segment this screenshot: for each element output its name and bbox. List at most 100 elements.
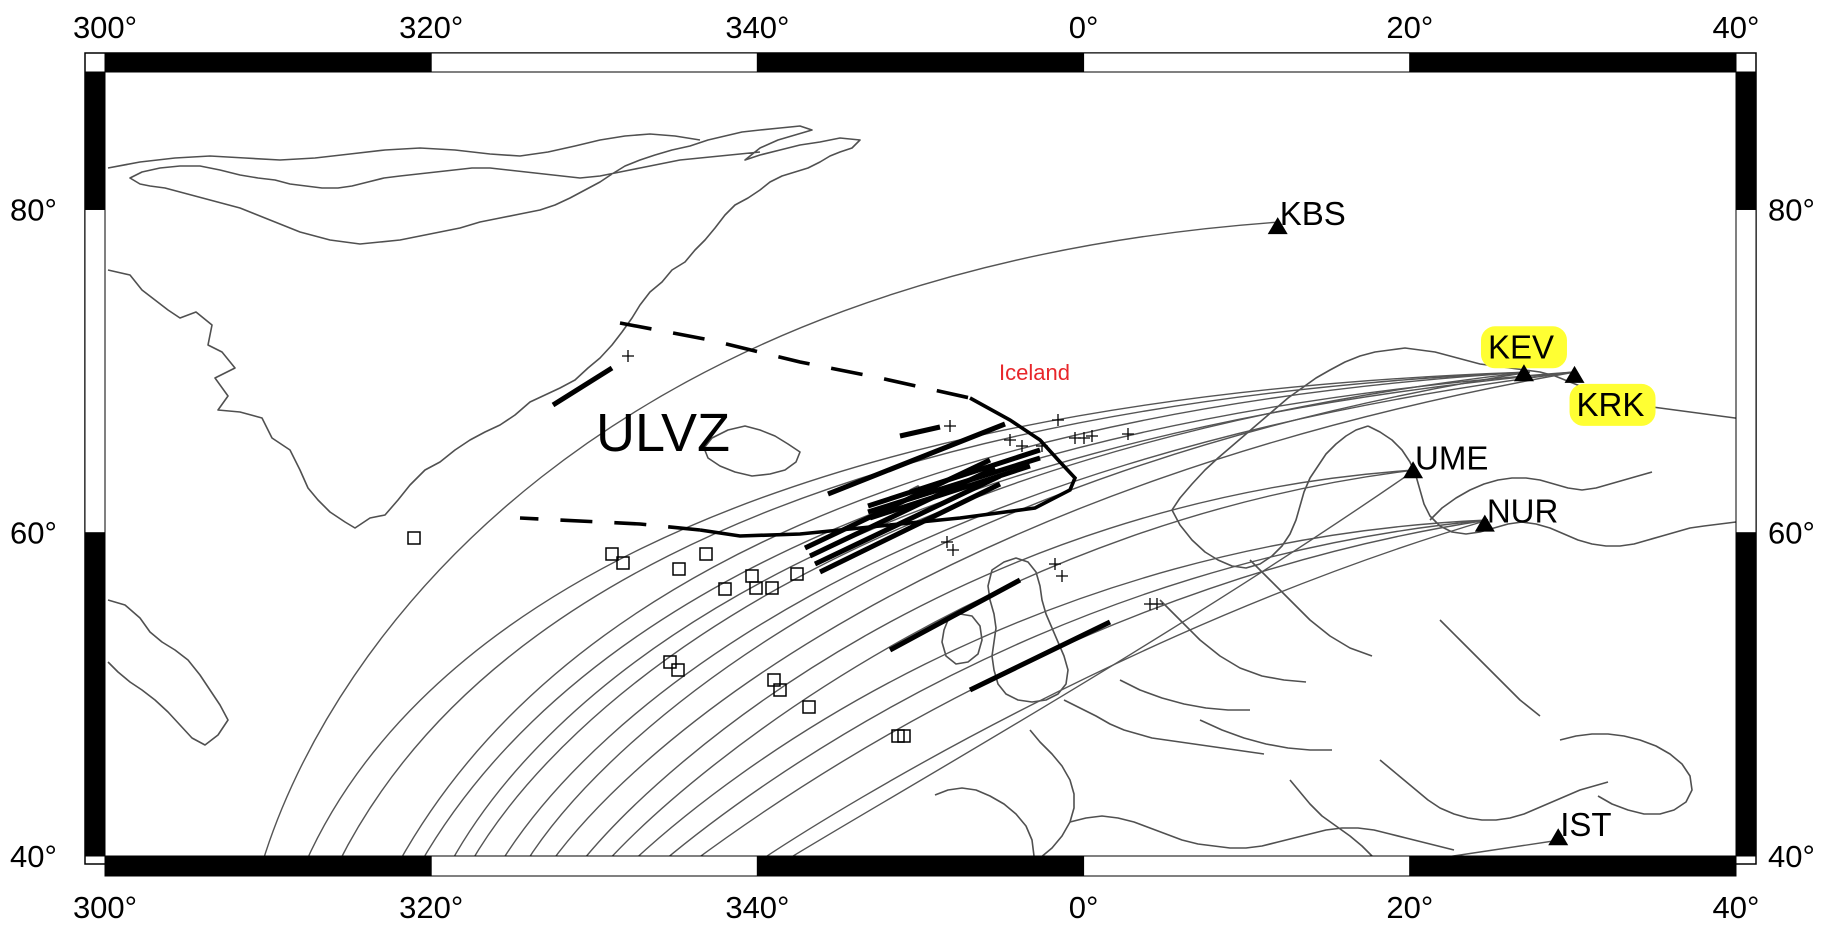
pierce-point-marker xyxy=(1052,414,1064,426)
pierce-points xyxy=(622,350,1163,610)
frame-bar-segment xyxy=(1083,855,1411,877)
britain-coast xyxy=(987,557,1069,703)
frame-bar-segment xyxy=(1735,71,1757,210)
frame-bar-segment xyxy=(104,855,432,877)
sampling-segment xyxy=(803,457,992,551)
station-label: NUR xyxy=(1487,493,1559,530)
left-latitude-tick-label: 80° xyxy=(10,192,57,227)
ray-path xyxy=(659,519,1489,865)
pierce-point-marker xyxy=(1078,432,1090,444)
station-label: KRK xyxy=(1577,386,1645,423)
ulvz-boundary-dashed-north xyxy=(619,321,971,400)
ray-path xyxy=(604,469,1416,865)
mediterranean-coast xyxy=(1069,815,1455,851)
frame-bar-segment xyxy=(756,52,1085,73)
france-coast xyxy=(1029,729,1075,859)
iceland-label: Iceland xyxy=(999,360,1070,385)
pierce-point-marker xyxy=(1036,440,1048,452)
bottom-longitude-tick-label: 320° xyxy=(399,890,463,925)
station-label: IST xyxy=(1560,806,1611,843)
bounce-point-marker xyxy=(718,582,732,596)
frame-scale-bars xyxy=(84,52,1757,877)
station-label: KBS xyxy=(1280,195,1346,232)
pierce-point-marker xyxy=(1122,428,1134,440)
pierce-point-marker xyxy=(1151,598,1163,610)
bounce-points xyxy=(407,531,911,743)
bounce-point-marker xyxy=(605,547,619,561)
ray-path xyxy=(337,371,1531,865)
top-longitude-tick-label: 340° xyxy=(725,10,789,45)
frame-bar-segment xyxy=(84,532,106,857)
top-longitude-tick-label: 0° xyxy=(1069,10,1099,45)
bounce-point-marker xyxy=(802,700,816,714)
bottom-longitude-tick-label: 40° xyxy=(1713,890,1760,925)
station-triangle-icon xyxy=(1474,514,1495,532)
pierce-point-marker xyxy=(947,544,959,556)
pierce-point-marker xyxy=(1016,440,1028,452)
bounce-point-marker xyxy=(407,531,421,545)
right-latitude-tick-label: 80° xyxy=(1768,192,1815,227)
sweden-finland-coast xyxy=(1367,425,1751,547)
ray-path xyxy=(579,469,1416,865)
pierce-point-marker xyxy=(1056,570,1068,582)
bounce-point-marker xyxy=(616,556,630,570)
station-triangle-icon xyxy=(1513,364,1534,382)
stations: KBS KEV KRK UME NUR IST xyxy=(1267,195,1656,846)
ray-path xyxy=(397,371,1531,865)
tick-labels: 300°300°320°320°340°340°0°0°20°20°40°40°… xyxy=(10,10,1815,925)
ulvz-region-label: ULVZ xyxy=(596,403,730,463)
left-latitude-tick-label: 60° xyxy=(10,516,57,551)
station-kev: KEV xyxy=(1480,326,1567,382)
top-longitude-tick-label: 320° xyxy=(399,10,463,45)
station-triangle-icon xyxy=(1403,461,1424,479)
station-label: UME xyxy=(1415,439,1488,476)
bottom-longitude-tick-label: 300° xyxy=(73,890,137,925)
balkan-coast xyxy=(1379,759,1609,821)
pierce-point-marker xyxy=(1049,558,1061,570)
right-latitude-tick-label: 40° xyxy=(1768,839,1815,874)
frame-bar-segment xyxy=(430,855,758,877)
sampling-segment xyxy=(827,421,1006,497)
canada-arctic-coast xyxy=(107,599,229,746)
ray-paths xyxy=(261,221,1576,865)
frame-bar-segment xyxy=(104,52,432,73)
sampling-segment xyxy=(818,481,1002,575)
pierce-point-marker xyxy=(622,350,634,362)
frame-bar-segment xyxy=(1735,532,1757,857)
frame-bar-segment xyxy=(1409,855,1737,877)
internal-borders xyxy=(1119,559,1541,751)
bounce-point-marker xyxy=(672,562,686,576)
station-ist: IST xyxy=(1548,806,1612,846)
sampling-segment xyxy=(968,619,1112,693)
frame-bar-segment xyxy=(84,208,106,534)
top-longitude-tick-label: 300° xyxy=(73,10,137,45)
bounce-point-marker xyxy=(773,683,787,697)
coastlines xyxy=(107,125,1751,863)
frame-bar-segment xyxy=(756,855,1085,877)
bounce-point-marker xyxy=(699,547,713,561)
frame-bar-segment xyxy=(84,71,106,210)
ulvz-sampling-segments xyxy=(551,365,1112,693)
black-sea-coast xyxy=(1559,733,1693,815)
sampling-segment xyxy=(888,577,1022,653)
station-triangle-icon xyxy=(1564,365,1585,383)
ulvz-boundary-solid xyxy=(699,396,1078,538)
top-longitude-tick-label: 40° xyxy=(1713,10,1760,45)
sampling-segment xyxy=(551,365,614,408)
bounce-point-marker xyxy=(749,581,763,595)
frame-bar-segment xyxy=(430,52,758,73)
station-triangle-icon xyxy=(1267,217,1288,235)
europe-west-coast xyxy=(1063,699,1265,755)
right-latitude-tick-label: 60° xyxy=(1768,516,1815,551)
pierce-point-marker xyxy=(1086,430,1098,442)
iberia-coast xyxy=(934,787,1035,863)
station-label: KEV xyxy=(1488,328,1554,365)
left-latitude-tick-label: 40° xyxy=(10,839,57,874)
pierce-point-marker xyxy=(941,536,953,548)
frame-bar-segment xyxy=(1083,52,1411,73)
pierce-point-marker xyxy=(1004,434,1016,446)
italy-coast xyxy=(1289,779,1379,863)
baltic-coast xyxy=(1429,471,1653,521)
ray-path xyxy=(779,469,1416,865)
